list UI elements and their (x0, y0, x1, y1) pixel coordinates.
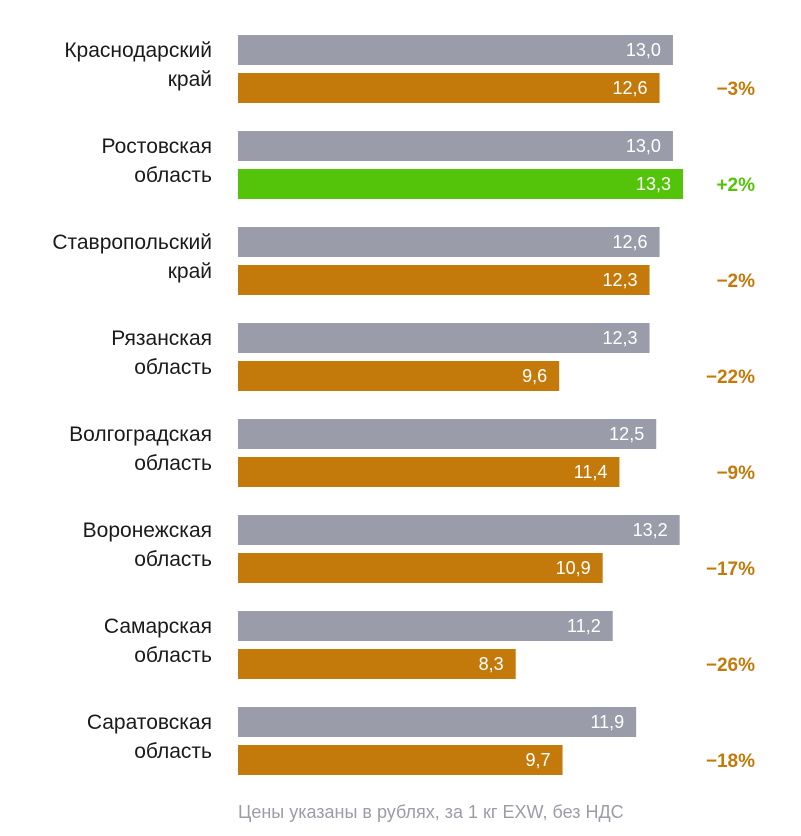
bar-current (238, 169, 683, 199)
category-label: область (134, 644, 212, 667)
category-label: Ростовская (102, 135, 212, 158)
bar-current-value: 11,4 (574, 462, 608, 482)
bar-current-value: 12,6 (613, 78, 648, 98)
change-label: −22% (706, 367, 755, 388)
bar-current (238, 361, 560, 391)
bar-current-value: 8,3 (479, 654, 504, 674)
category-label: Самарская (104, 615, 212, 638)
change-label: −17% (706, 559, 755, 580)
category-label: Ставропольский (52, 231, 212, 254)
bar-base-value: 13,0 (626, 40, 661, 60)
bar-base (238, 323, 650, 353)
category-label: область (134, 452, 212, 475)
bar-base (238, 419, 657, 449)
bar-current (238, 745, 563, 775)
category-label: Воронежская (83, 519, 212, 542)
change-label: −9% (716, 463, 755, 484)
bar-base (238, 515, 680, 545)
bar-current-value: 13,3 (636, 174, 671, 194)
change-label: −3% (716, 79, 755, 100)
category-label: Краснодарский (64, 39, 212, 62)
bar-base-value: 13,0 (626, 136, 661, 156)
change-label: −2% (716, 271, 755, 292)
bar-base (238, 35, 673, 65)
category-label: Рязанская (111, 327, 212, 350)
bar-base-value: 11,2 (567, 616, 601, 636)
category-label: область (134, 356, 212, 379)
footnote: Цены указаны в рублях, за 1 кг EXW, без … (238, 802, 624, 822)
category-label: Саратовская (87, 711, 212, 734)
bar-current (238, 553, 603, 583)
bar-base-value: 12,5 (609, 424, 644, 444)
change-label: −18% (706, 751, 755, 772)
bar-base (238, 707, 637, 737)
bar-current-value: 9,6 (522, 366, 547, 386)
category-label: край (168, 68, 212, 91)
bar-base-value: 12,3 (602, 328, 637, 348)
bar-current-value: 12,3 (602, 270, 637, 290)
category-label: область (134, 164, 212, 187)
change-label: +2% (716, 175, 755, 196)
category-label: край (168, 260, 212, 283)
bar-current (238, 649, 516, 679)
bar-base (238, 131, 673, 161)
bar-current (238, 265, 650, 295)
category-label: область (134, 740, 212, 763)
bar-base (238, 227, 660, 257)
bar-base-value: 12,6 (613, 232, 648, 252)
bar-current (238, 457, 620, 487)
bar-current-value: 10,9 (556, 558, 591, 578)
bar-base-value: 11,9 (590, 712, 624, 732)
bar-base-value: 13,2 (633, 520, 668, 540)
change-label: −26% (706, 655, 755, 676)
bar-current (238, 73, 660, 103)
category-label: Волгоградская (69, 423, 212, 446)
category-label: область (134, 548, 212, 571)
bar-base (238, 611, 613, 641)
bar-current-value: 9,7 (526, 750, 551, 770)
